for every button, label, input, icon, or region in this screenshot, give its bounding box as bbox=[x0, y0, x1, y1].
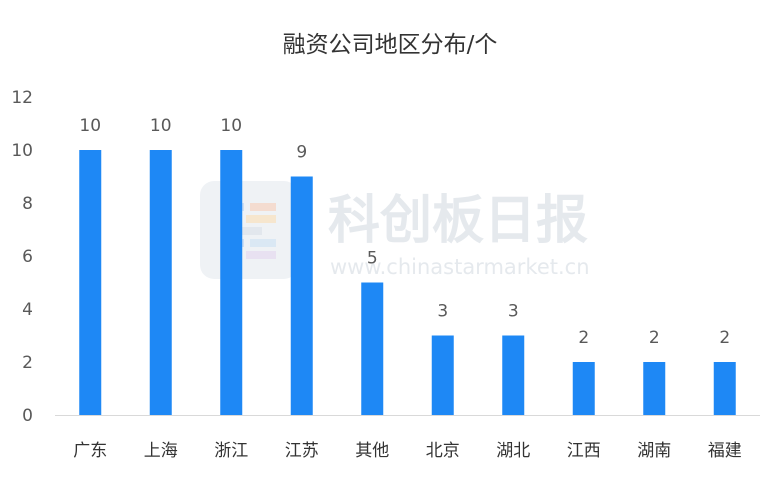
bar bbox=[502, 335, 525, 415]
x-tick-label: 湖南 bbox=[637, 441, 671, 461]
data-label: 9 bbox=[296, 143, 307, 163]
x-tick-label: 江苏 bbox=[285, 441, 319, 461]
data-labels: 10 10 10 9 5 3 3 2 2 2 bbox=[79, 116, 730, 348]
x-tick-label: 江西 bbox=[567, 441, 601, 461]
data-label: 2 bbox=[719, 328, 730, 348]
data-label: 2 bbox=[649, 328, 660, 348]
data-label: 10 bbox=[79, 116, 101, 136]
x-tick-label: 浙江 bbox=[214, 441, 248, 461]
y-tick-label: 0 bbox=[22, 406, 33, 426]
bar bbox=[149, 150, 172, 415]
watermark: 科创板日报 www.chinastarmarket.cn bbox=[200, 181, 590, 279]
x-tick-label: 湖北 bbox=[496, 441, 530, 461]
watermark-url: www.chinastarmarket.cn bbox=[330, 255, 590, 279]
y-tick-label: 2 bbox=[22, 353, 33, 373]
x-tick-label: 其他 bbox=[355, 441, 389, 461]
bar bbox=[220, 150, 243, 415]
data-label: 3 bbox=[437, 302, 448, 322]
x-tick-label: 北京 bbox=[426, 441, 460, 461]
watermark-brand: 科创板日报 bbox=[328, 191, 588, 251]
bar bbox=[79, 150, 102, 415]
data-label: 2 bbox=[578, 328, 589, 348]
bar bbox=[431, 335, 454, 415]
data-label: 3 bbox=[508, 302, 519, 322]
y-tick-label: 8 bbox=[22, 194, 33, 214]
x-tick-label: 上海 bbox=[144, 441, 178, 461]
bar bbox=[713, 362, 736, 415]
bar bbox=[643, 362, 666, 415]
y-tick-label: 4 bbox=[22, 300, 33, 320]
x-tick-label: 广东 bbox=[73, 441, 107, 461]
bar bbox=[572, 362, 595, 415]
bar bbox=[290, 176, 313, 415]
x-axis: 广东 上海 浙江 江苏 其他 北京 湖北 江西 湖南 福建 bbox=[73, 441, 742, 461]
y-tick-label: 12 bbox=[11, 88, 33, 108]
data-label: 10 bbox=[220, 116, 242, 136]
bar-series bbox=[79, 150, 736, 415]
x-tick-label: 福建 bbox=[708, 441, 742, 461]
chart-title: 融资公司地区分布/个 bbox=[283, 32, 498, 58]
y-tick-label: 6 bbox=[22, 247, 33, 267]
y-axis: 0 2 4 6 8 10 12 bbox=[11, 88, 33, 426]
data-label: 5 bbox=[367, 249, 378, 269]
y-tick-label: 10 bbox=[11, 141, 33, 161]
bar bbox=[361, 282, 384, 415]
data-label: 10 bbox=[150, 116, 172, 136]
